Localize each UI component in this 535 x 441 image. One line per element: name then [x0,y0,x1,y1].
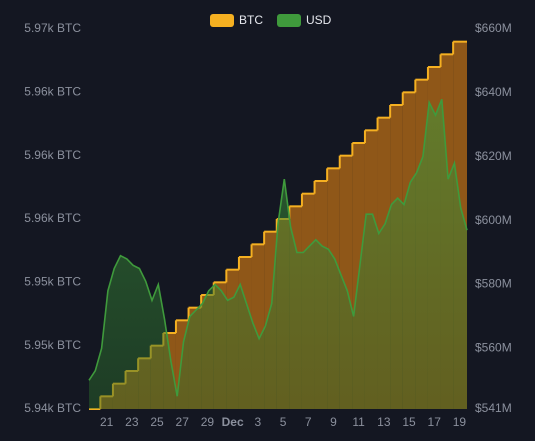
x-tick-label: 17 [428,415,442,429]
legend-label: BTC [239,13,263,27]
y-tick-label: 5.96k BTC [24,211,81,225]
y-tick-label: 5.95k BTC [24,275,81,289]
y-tick-label: 5.94k BTC [24,401,81,415]
x-tick-label: 9 [330,415,337,429]
y2-tick-label: $560M [475,340,512,354]
x-tick-label: 23 [125,415,139,429]
x-tick-label: 15 [402,415,416,429]
x-tick-label: 13 [377,415,391,429]
x-tick-label: 27 [176,415,190,429]
y2-tick-label: $660M [475,21,512,35]
y2-tick-label: $640M [475,85,512,99]
x-tick-label: 7 [305,415,312,429]
y-tick-label: 5.96k BTC [24,148,81,162]
usd-area [89,99,467,410]
y-tick-label: 5.95k BTC [24,338,81,352]
y2-tick-label: $580M [475,277,512,291]
y2-tick-label: $541M [475,401,512,415]
x-tick-label: Dec [222,415,244,429]
y2-tick-label: $620M [475,149,512,163]
y-tick-label: 5.97k BTC [24,21,81,35]
x-tick-label: 25 [150,415,164,429]
legend: BTC USD [210,13,332,27]
legend-swatch [277,14,301,27]
x-tick-label: 5 [280,415,287,429]
x-tick-label: 21 [100,415,114,429]
x-tick-label: 29 [201,415,215,429]
y-tick-label: 5.96k BTC [24,85,81,99]
x-tick-label: 11 [352,415,365,429]
usd-line [88,99,468,397]
legend-label: USD [306,13,332,27]
x-tick-label: 19 [453,415,467,429]
x-tick-label: 3 [254,415,261,429]
legend-swatch [210,14,234,27]
y2-tick-label: $600M [475,213,512,227]
